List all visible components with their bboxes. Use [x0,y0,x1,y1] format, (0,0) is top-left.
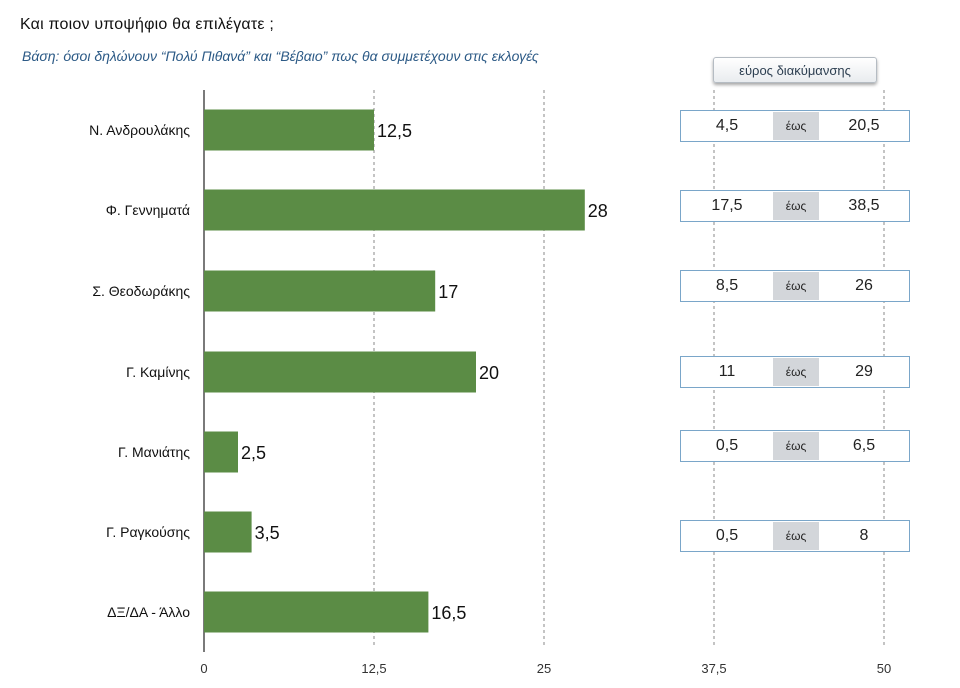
range-connector: έως [773,522,819,550]
range-box: 11 έως 29 [680,356,910,388]
range-low: 0,5 [715,527,739,544]
bar [204,591,429,633]
range-high: 29 [855,363,873,380]
category-label: Σ. Θεοδωράκης [92,283,190,299]
range-header: εύρος διακύμανσης [713,57,877,83]
data-label: 16,5 [431,603,466,623]
range-low: 17,5 [711,197,743,214]
range-high: 38,5 [848,197,880,214]
bar [204,109,374,151]
range-low: 11 [718,363,736,380]
range-connector: έως [773,358,819,386]
chart-title: Και ποιον υποψήφιο θα επιλέγατε ; [20,16,275,33]
x-tick-label: 37,5 [701,661,726,676]
category-label: Ν. Ανδρουλάκης [89,122,190,138]
data-label: 28 [588,201,608,221]
chart-bars [204,109,585,633]
category-label: Γ. Καμίνης [126,364,190,380]
category-label: Γ. Ραγκούσης [106,524,190,540]
range-connector: έως [773,432,819,460]
range-low: 8,5 [715,277,739,294]
range-low: 0,5 [715,437,739,454]
range-high: 26 [855,277,873,294]
x-tick-label: 0 [200,661,207,676]
range-box: 4,5 έως 20,5 [680,110,910,142]
data-label: 3,5 [255,523,280,543]
data-label: 12,5 [377,121,412,141]
x-tick-label: 25 [537,661,551,676]
bar [204,511,252,553]
range-high: 8 [859,527,869,544]
category-label: ΔΞ/ΔΑ - Άλλο [107,604,190,620]
range-connector: έως [773,272,819,300]
x-tick-label: 12,5 [361,661,386,676]
data-label: 2,5 [241,443,266,463]
bar [204,351,476,393]
data-label: 20 [479,363,499,383]
category-label: Γ. Μανιάτης [118,444,190,460]
bar [204,189,585,231]
bar [204,431,238,473]
range-box: 17,5 έως 38,5 [680,190,910,222]
range-high: 20,5 [848,117,880,134]
bar [204,270,436,312]
chart-subtitle: Βάση: όσοι δηλώνουν “Πολύ Πιθανά” και “Β… [22,48,539,64]
range-box: 0,5 έως 6,5 [680,430,910,462]
range-connector: έως [773,112,819,140]
range-low: 4,5 [715,117,739,134]
data-label: 17 [438,282,458,302]
range-box: 8,5 έως 26 [680,270,910,302]
category-label: Φ. Γεννηματά [106,202,190,218]
range-box: 0,5 έως 8 [680,520,910,552]
x-tick-label: 50 [877,661,891,676]
chart-labels: 0 12,5 25 37,5 50 12,5 Ν. Ανδρουλάκης 28 Φ. Γενν… [89,121,891,676]
range-connector: έως [773,192,819,220]
range-high: 6,5 [852,437,876,454]
